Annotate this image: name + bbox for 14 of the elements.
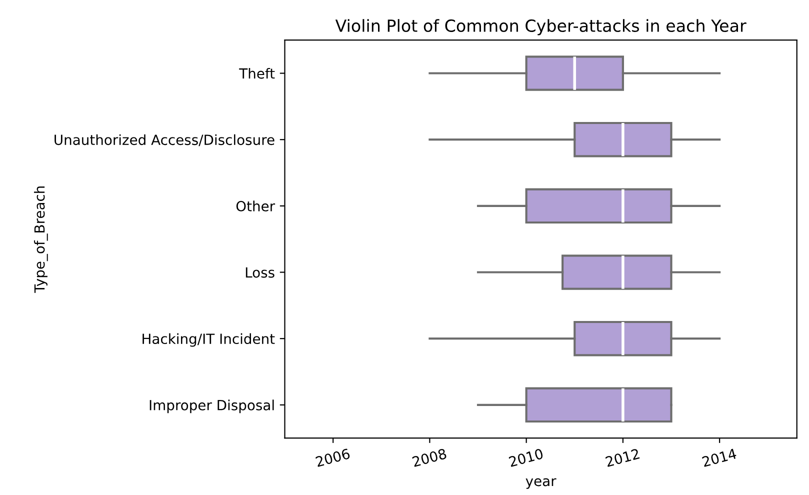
y-tick-label: Theft [239,68,275,79]
x-tick-label: 2008 [412,448,447,468]
y-tick-label: Hacking/IT Incident [142,333,275,347]
x-tick-label: 2014 [702,448,737,468]
x-tick-label: 2006 [315,448,350,468]
y-tick-label: Unauthorized Access/Disclosure [54,134,274,146]
y-tick-label: Other [236,200,276,212]
y-tick-label: Loss [246,267,274,278]
y-axis-title: Type_of_Breach [34,186,48,293]
x-axis-title: year [526,478,556,489]
y-tick-label: Improper Disposal [150,400,274,414]
x-tick-label: 2010 [508,448,544,468]
x-tick-label: 2012 [605,448,640,468]
chart-title: Violin Plot of Common Cyber-attacks in each Year [335,19,746,36]
